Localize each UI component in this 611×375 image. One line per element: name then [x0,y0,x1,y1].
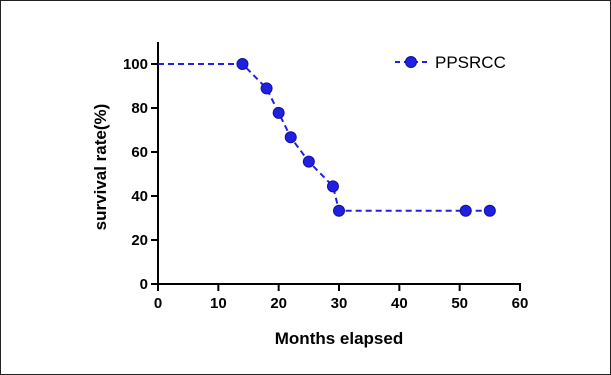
legend-marker [405,56,417,68]
data-point [326,180,339,193]
x-tick-label: 40 [391,295,408,312]
x-tick-label: 10 [210,295,227,312]
x-tick-label: 20 [270,295,287,312]
data-point [302,155,315,168]
y-tick-label: 40 [131,188,148,205]
x-tick-label: 60 [512,295,529,312]
data-point [459,204,472,217]
axes: 0 20 40 60 80 100 0 10 20 30 40 50 60 [123,42,528,312]
y-tick-label: 100 [123,56,148,73]
data-point [483,204,496,217]
series-line [158,63,490,212]
legend-label: PPSRCC [435,53,506,72]
data-point [260,82,273,95]
x-tick-label: 50 [451,295,468,312]
x-tick-label: 0 [154,295,162,312]
y-tick-label: 20 [131,232,148,249]
data-point [284,131,297,144]
y-tick-label: 80 [131,100,148,117]
data-point [236,58,249,70]
y-tick-label: 0 [140,276,148,293]
data-point [272,106,285,119]
y-axis-title: survival rate(%) [91,104,110,231]
series-layer [158,58,496,217]
y-tick-label: 60 [131,144,148,161]
x-tick-label: 30 [331,295,348,312]
data-point [333,204,345,217]
x-axis-title: Months elapsed [275,329,403,348]
legend: PPSRCC [395,53,506,72]
